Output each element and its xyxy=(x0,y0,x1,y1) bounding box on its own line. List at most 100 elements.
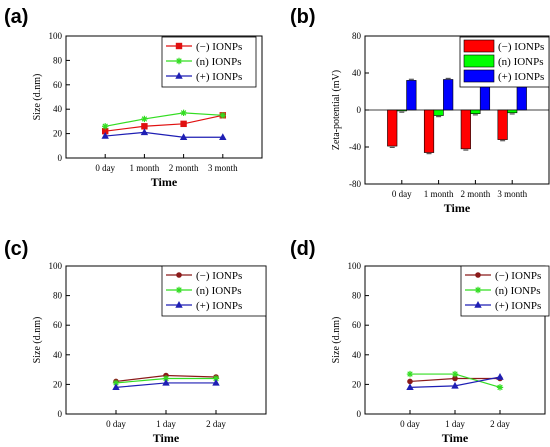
y-tick-label: 80 xyxy=(53,291,63,301)
bar xyxy=(460,109,471,150)
y-tick-label: 0 xyxy=(357,105,362,115)
bar xyxy=(396,109,407,112)
data-point xyxy=(452,375,458,382)
y-tick-label: 100 xyxy=(348,261,362,271)
y-axis-title: Size (d.nm) xyxy=(32,74,43,121)
y-tick-label: 100 xyxy=(49,261,63,271)
legend-label: (n) IONPs xyxy=(196,56,242,68)
data-point xyxy=(212,378,220,386)
chart-panel: (d) 0 20 40 60 80 100 0 day 1 day 2 day Time Size (… xyxy=(290,238,550,445)
y-tick-label: 20 xyxy=(352,379,362,389)
y-tick-label: 80 xyxy=(53,55,63,65)
legend-label: (n) IONPs xyxy=(196,285,242,297)
legend-marker xyxy=(474,286,482,294)
data-point xyxy=(451,381,459,389)
data-point xyxy=(496,384,504,391)
series-line xyxy=(105,131,223,138)
y-axis-title: Size (d.nm) xyxy=(331,317,342,364)
data-point xyxy=(102,127,109,135)
y-tick-label: 20 xyxy=(53,129,63,139)
y-tick-label: 40 xyxy=(352,350,362,360)
legend-label: (n) IONPs xyxy=(498,56,544,68)
y-tick-label: 20 xyxy=(53,379,63,389)
data-point xyxy=(112,379,120,387)
y-tick-label: 0 xyxy=(58,153,63,163)
legend-marker xyxy=(175,301,183,308)
bar xyxy=(423,109,435,153)
y-tick-label: 80 xyxy=(352,31,362,41)
data-point xyxy=(219,112,226,119)
series-line xyxy=(105,112,223,127)
x-tick-label: 2 day xyxy=(206,419,226,429)
bar xyxy=(433,109,444,116)
x-tick-label: 0 day xyxy=(106,419,126,429)
bar xyxy=(497,109,508,140)
x-axis-title: Time xyxy=(442,431,469,445)
chart-panel: (b) -80 -40 0 40 80 0 day 1 month 2 month 3 month… xyxy=(290,6,550,215)
data-point xyxy=(141,115,148,123)
legend-label: (−) IONPs xyxy=(495,270,541,282)
legend-label: (+) IONPs xyxy=(498,71,544,83)
y-tick-label: 60 xyxy=(352,320,362,330)
bar xyxy=(470,109,481,115)
legend-label: (−) IONPs xyxy=(196,270,242,282)
x-tick-label: 2 month xyxy=(169,163,199,173)
chart-panel: (a) 0 20 40 60 80 100 0 day 1 month 2 month 3 mont… xyxy=(4,6,263,189)
y-tick-label: 0 xyxy=(357,409,362,419)
x-tick-label: 0 day xyxy=(400,419,420,429)
legend-marker xyxy=(474,301,482,308)
legend-swatch xyxy=(463,54,495,68)
panel-label: (c) xyxy=(4,238,28,260)
y-tick-label: 100 xyxy=(49,31,63,41)
plot-frame xyxy=(65,35,263,159)
panel-label: (a) xyxy=(4,6,28,28)
legend-marker xyxy=(175,72,183,79)
data-point xyxy=(112,383,120,391)
y-tick-label: -40 xyxy=(349,142,361,152)
y-tick-label: 0 xyxy=(58,409,63,419)
x-tick-label: 2 month xyxy=(461,189,491,199)
legend-label: (+) IONPs xyxy=(196,300,242,312)
x-tick-label: 1 day xyxy=(445,419,465,429)
x-axis-title: Time xyxy=(153,431,180,445)
y-tick-label: 80 xyxy=(352,291,362,301)
bar xyxy=(443,79,454,111)
legend-label: (+) IONPs xyxy=(495,300,541,312)
data-point xyxy=(179,133,188,140)
legend-marker xyxy=(175,42,183,50)
legend-marker xyxy=(175,57,183,65)
y-axis-title: Zeta-potential (mV) xyxy=(331,70,342,150)
legend-swatch xyxy=(463,69,495,83)
legend-marker xyxy=(475,272,481,278)
legend-marker xyxy=(175,286,183,294)
panel-label: (d) xyxy=(290,238,316,260)
x-axis-title: Time xyxy=(151,175,178,189)
x-tick-label: 2 day xyxy=(490,419,510,429)
data-point xyxy=(162,375,170,382)
x-tick-label: 1 month xyxy=(424,189,454,199)
data-point xyxy=(180,109,187,117)
bar xyxy=(387,109,398,147)
data-point xyxy=(406,370,414,378)
y-tick-label: 40 xyxy=(53,350,63,360)
x-tick-label: 3 month xyxy=(497,189,527,199)
y-tick-label: 60 xyxy=(53,80,63,90)
legend-swatch xyxy=(463,39,495,53)
x-axis-title: Time xyxy=(444,201,471,215)
data-point xyxy=(451,370,459,378)
x-tick-label: 0 day xyxy=(95,163,115,173)
data-point xyxy=(212,375,220,382)
legend-label: (−) IONPs xyxy=(498,41,544,53)
chart-panel: (c) 0 20 40 60 80 100 0 day 1 day 2 day Time Size (… xyxy=(4,238,267,445)
x-tick-label: 0 day xyxy=(392,189,412,199)
data-point xyxy=(180,120,187,128)
data-point xyxy=(407,378,413,385)
x-tick-label: 1 month xyxy=(130,163,160,173)
data-point xyxy=(219,133,227,140)
y-tick-label: 60 xyxy=(53,320,63,330)
data-point xyxy=(141,123,148,130)
legend-marker xyxy=(176,272,182,278)
y-tick-label: -80 xyxy=(349,179,361,189)
x-tick-label: 1 day xyxy=(156,419,176,429)
